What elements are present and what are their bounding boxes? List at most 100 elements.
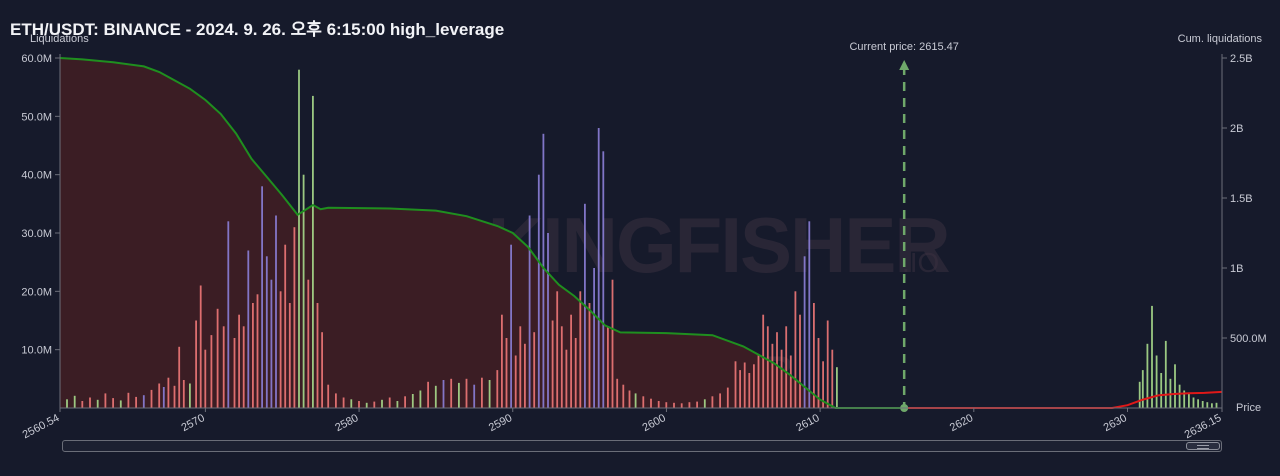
liquidation-bar (634, 393, 637, 408)
liquidation-bar (1146, 343, 1149, 408)
y-left-tick-label: 50.0M (21, 111, 52, 123)
liquidation-bar (542, 133, 545, 409)
y-axis-left-label: Liquidations (30, 33, 89, 45)
liquidation-bar (411, 394, 414, 408)
liquidation-bar (794, 291, 797, 408)
x-tick-label: 2630 (1102, 412, 1129, 434)
liquidation-bar (743, 362, 746, 408)
x-axis-ticks: 2560.54 2570 2580 2590 2600 2610 2620 2630 2636.… (21, 408, 1224, 441)
liquidation-bar (1155, 355, 1158, 408)
liquidation-bar (673, 402, 675, 409)
liquidation-bar (556, 291, 559, 408)
liquidation-bar (808, 221, 811, 408)
x-tick-label: 2620 (948, 412, 975, 434)
liquidation-bar (473, 384, 476, 408)
liquidation-bar (298, 69, 300, 408)
liquidation-bar (519, 326, 522, 408)
liquidation-bar (216, 308, 219, 408)
liquidation-bar (588, 303, 591, 408)
liquidation-bar (66, 399, 68, 409)
liquidation-bar (173, 385, 176, 408)
left-axis-ticks: 10.0M 20.0M 30.0M 40.0M 50.0M 60.0M (21, 53, 60, 357)
liquidation-bar (256, 294, 259, 409)
y-left-tick-label: 60.0M (21, 53, 52, 65)
x-tick-label: 2600 (641, 412, 668, 434)
liquidation-bar (611, 279, 614, 408)
liquidation-bar (826, 320, 829, 408)
x-axis-label: Price (1236, 402, 1261, 414)
cum-short-line (904, 390, 1223, 409)
liquidation-bar (293, 227, 296, 408)
grip-icon (1197, 445, 1209, 449)
range-scrollbar[interactable] (62, 440, 1222, 452)
liquidation-bar (785, 326, 788, 408)
liquidation-bar (696, 401, 698, 408)
liquidation-bar (381, 399, 383, 408)
liquidation-bar (762, 314, 765, 408)
liquidation-bar (350, 399, 353, 409)
liquidation-bar (533, 332, 536, 408)
liquidation-bar (739, 370, 741, 408)
liquidation-bar (404, 396, 406, 408)
y-right-tick-label: 2.5B (1230, 53, 1253, 65)
y-left-tick-label: 20.0M (21, 286, 52, 298)
liquidation-bar (789, 355, 792, 408)
liquidation-bar (622, 384, 625, 408)
liquidation-bar (780, 349, 783, 408)
liquidation-bar (1138, 381, 1141, 409)
liquidation-bar (642, 396, 645, 408)
liquidation-bar (1206, 402, 1209, 408)
liquidation-bar (210, 335, 213, 408)
liquidation-bar (96, 399, 99, 408)
x-tick-label: 2580 (333, 412, 360, 434)
liquidation-bar (1174, 364, 1176, 409)
liquidation-bar (288, 303, 291, 408)
liquidation-bar (1160, 373, 1163, 408)
liquidation-bar (528, 215, 531, 408)
liquidation-bar (104, 393, 107, 408)
liquidation-bar (358, 401, 360, 408)
liquidation-bar (711, 396, 714, 408)
liquidation-bar (1192, 397, 1195, 408)
liquidation-bar (757, 355, 760, 408)
liquidation-bar (1141, 370, 1144, 408)
liquidation-bar (597, 128, 600, 408)
liquidation-bar (316, 303, 319, 408)
cum-long-line (59, 57, 905, 409)
y-right-tick-label: 1.5B (1230, 193, 1253, 205)
liquidation-bar (342, 397, 345, 408)
liquidation-bar (1197, 399, 1199, 409)
liquidation-bar (1188, 393, 1190, 408)
liquidation-bar (748, 373, 751, 408)
liquidation-bar (665, 402, 668, 408)
liquidation-bar (510, 244, 512, 408)
liquidation-bar (127, 392, 130, 408)
liquidation-bar (321, 332, 323, 408)
liquidation-bar (81, 401, 84, 408)
liquidation-bar (776, 332, 778, 408)
liquidation-bar (182, 380, 185, 408)
liquidation-bar (1215, 402, 1218, 409)
liquidation-bar (365, 402, 368, 409)
watermark-suffix: .IO (902, 247, 939, 278)
liquidation-bar (195, 320, 197, 408)
liquidation-bar (593, 268, 595, 408)
y-left-tick-label: 10.0M (21, 345, 52, 357)
liquidation-bar (719, 393, 721, 408)
liquidation-bar (261, 186, 263, 408)
liquidation-bar (335, 393, 337, 408)
liquidation-bar (570, 314, 572, 408)
liquidation-bar (119, 400, 122, 408)
x-tick-label: 2636.15 (1183, 412, 1224, 441)
liquidation-bar (135, 396, 137, 408)
scrollbar-handle[interactable] (1186, 442, 1220, 450)
liquidation-bar (574, 338, 577, 408)
liquidation-bar (242, 326, 245, 408)
y-right-tick-label: 1B (1230, 263, 1243, 275)
liquidation-bar (753, 364, 755, 409)
liquidation-bar (142, 395, 145, 408)
y-left-tick-label: 40.0M (21, 170, 52, 182)
liquidation-bar (688, 402, 691, 408)
liquidation-bar (465, 378, 468, 408)
